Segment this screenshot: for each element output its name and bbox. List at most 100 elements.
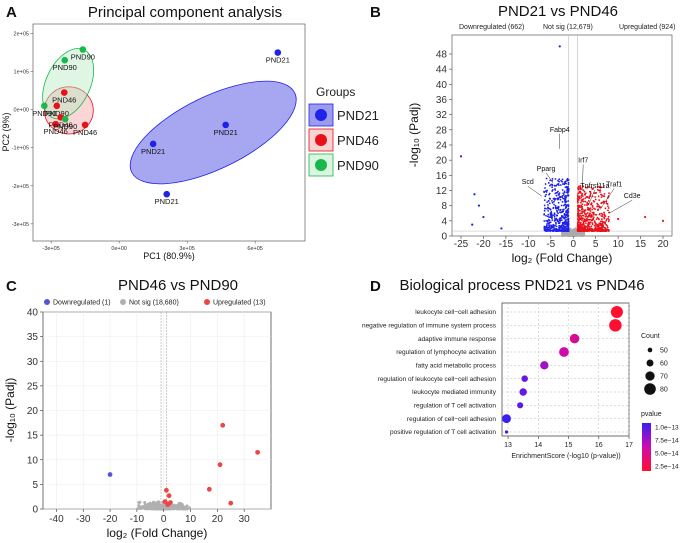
volcano-b-point-down — [563, 213, 566, 215]
go-pvalue-legend-label: 5.0e−14 — [655, 451, 679, 458]
volcano-b-point-up — [600, 215, 603, 217]
volcano-b-point-down — [564, 215, 567, 218]
volcano-b-point-up — [607, 217, 609, 220]
volcano-c-point-notsig — [151, 504, 155, 508]
pca-legend-dot — [315, 159, 327, 171]
volcano-b-point-up — [598, 189, 600, 192]
pca-point-pnd90 — [41, 102, 48, 110]
volcano-b-point-down — [556, 183, 559, 186]
volcano-b-point-up — [579, 201, 582, 204]
volcano-b-point-down — [567, 217, 570, 220]
go-count-legend-label: 60 — [660, 361, 668, 368]
volcano-c-point-notsig — [161, 506, 165, 510]
volcano-b-point-up — [585, 215, 588, 217]
volcano-b-point-down — [563, 226, 566, 228]
volcano-b-point-up — [577, 188, 580, 191]
volcano-b-point-up — [596, 216, 599, 219]
go-term-labels: leukocyte cell−cell adhesion negative reg… — [362, 309, 497, 436]
volcano-b-point-down — [566, 204, 569, 206]
volcano-b-point-up — [583, 230, 585, 232]
volcano-b-point-up — [603, 211, 605, 214]
pca-y-tick-label: 1e+05 — [14, 70, 29, 76]
pca-point-label: PND90 — [45, 109, 69, 118]
volcano-b-point-up — [599, 222, 602, 225]
volcano-b-point-up — [583, 218, 586, 221]
panel-b-letter: B — [370, 4, 381, 21]
volcano-b-point-down — [545, 177, 548, 180]
volcano-b-point-down — [550, 216, 553, 219]
volcano-b-point-down — [562, 192, 565, 195]
volcano-b-point-up — [577, 201, 579, 204]
volcano-b-point-notsig — [572, 232, 574, 234]
volcano-b-point-up — [576, 218, 579, 221]
volcano-b-point-up — [588, 230, 591, 232]
volcano-b-point-down — [558, 225, 561, 227]
volcano-b-point-up — [599, 220, 602, 223]
volcano-b-point-up — [602, 220, 605, 223]
volcano-b-point-up — [600, 226, 603, 228]
volcano-b-point-down — [554, 206, 557, 209]
volcano-b-point-up — [582, 222, 585, 224]
volcano-b-point-down — [566, 177, 569, 180]
volcano-b-point-down — [553, 203, 555, 206]
pca-legend-title: Groups — [316, 85, 355, 99]
volcano-b-point-up — [581, 217, 584, 220]
volcano-c-point-up — [206, 486, 212, 492]
volcano-b-point-up — [592, 212, 595, 215]
pca-x-ticks: -3e+05 0e+00 3e+05 6e+05 — [42, 241, 263, 252]
volcano-b-point-down — [546, 223, 548, 225]
volcano-b-point-notsig — [578, 234, 581, 237]
go-term-label: fatty acid metabolic process — [416, 363, 497, 370]
volcano-b-point-down — [561, 196, 564, 199]
pca-point-pnd46 — [60, 89, 68, 96]
volcano-c-y-tick-label: 30 — [27, 357, 39, 368]
volcano-b-point-down — [552, 225, 554, 228]
volcano-b-point-down — [543, 229, 546, 231]
volcano-c-legend-dot — [120, 299, 126, 305]
volcano-b-point-up — [577, 198, 580, 201]
volcano-b-point-up — [589, 210, 592, 212]
volcano-b-point-down — [567, 181, 570, 184]
volcano-b-point-down — [546, 221, 549, 223]
volcano-b-point-up — [606, 203, 609, 205]
volcano-b-point-down — [544, 227, 546, 230]
volcano-b-point-down — [549, 179, 551, 182]
volcano-b-point-down — [563, 190, 566, 193]
volcano-b-point-down — [545, 220, 548, 222]
volcano-b-point-up — [596, 225, 599, 227]
pca-legend-items: PND21 PND46 PND90 — [308, 103, 379, 177]
volcano-c-point-up — [163, 487, 169, 493]
volcano-b-point-up — [602, 225, 605, 228]
pca-point-label: PND90 — [32, 109, 56, 118]
go-count-legend-title: Count — [641, 333, 660, 340]
volcano-b-point-notsig — [576, 231, 579, 234]
volcano-b-point-down — [553, 200, 555, 203]
volcano-b-y-tick-label: 28 — [436, 125, 448, 136]
pca-point-label: PND46 — [44, 127, 68, 136]
volcano-b-point-up — [587, 209, 590, 211]
volcano-b-point-down — [557, 222, 560, 225]
volcano-b-point-down — [546, 215, 549, 218]
volcano-b-point-down — [548, 202, 551, 205]
volcano-b-legend-down: Downregulated (662) — [459, 24, 524, 31]
volcano-b-point-up — [582, 198, 585, 200]
pca-ellipse-pnd21 — [129, 80, 297, 185]
volcano-b-point-down — [560, 215, 563, 218]
volcano-b-annotation-leader — [599, 188, 615, 210]
volcano-b-y-tick-label: 4 — [441, 216, 447, 227]
volcano-b-point-up — [607, 220, 610, 223]
volcano-b-point-up — [576, 226, 579, 229]
volcano-b-point-notsig — [569, 227, 572, 230]
volcano-b-y-tick-label: 20 — [436, 156, 448, 167]
volcano-b-point-down — [557, 212, 559, 215]
go-point — [502, 414, 511, 424]
volcano-b-point-down — [550, 225, 553, 227]
go-count-legend-dot — [647, 347, 653, 353]
volcano-b-point-up — [577, 192, 580, 195]
volcano-b-point-down — [554, 221, 557, 224]
volcano-b-point-up — [579, 218, 582, 221]
volcano-b-point-down — [559, 230, 562, 232]
volcano-b-x-label: log₂ (Fold Change) — [512, 251, 613, 265]
volcano-c-y-ticks: 0 5 10 15 20 25 30 35 40 — [27, 308, 43, 516]
